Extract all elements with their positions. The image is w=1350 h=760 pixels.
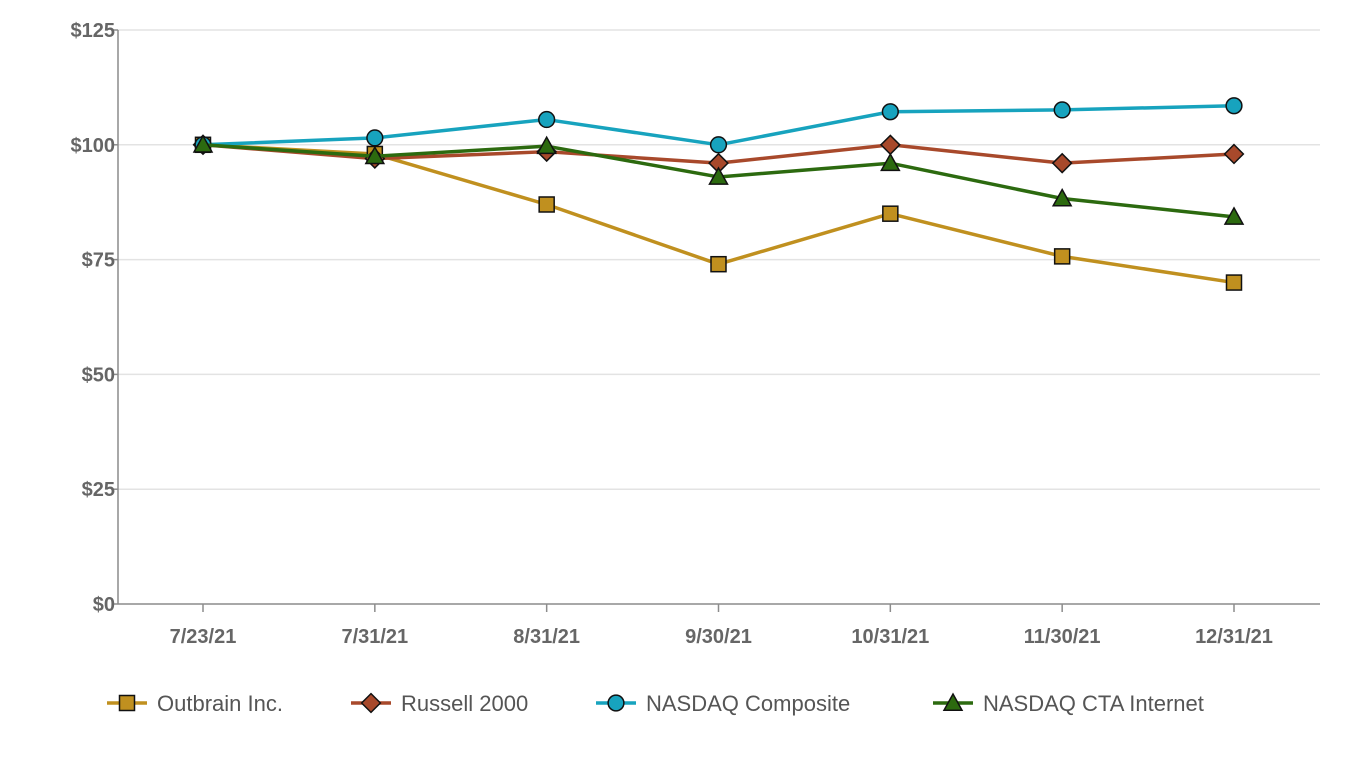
y-tick-label: $100 — [71, 135, 116, 157]
circle-marker — [607, 694, 625, 712]
triangle-marker — [708, 166, 729, 185]
x-tick-label: 10/31/21 — [851, 626, 929, 648]
x-tick-label: 7/23/21 — [170, 626, 237, 648]
circle-marker — [366, 129, 384, 147]
triangle-marker — [364, 145, 386, 165]
circle-marker — [538, 110, 556, 129]
y-tick-label: $125 — [71, 20, 116, 42]
series-3 — [192, 134, 1245, 225]
square-marker — [118, 694, 136, 712]
circle-marker — [881, 103, 899, 121]
y-tick-labels: $0 $25 $50 $75 $100 $125 — [71, 20, 118, 616]
triangle-marker — [536, 135, 557, 155]
legend-label: Outbrain Inc. — [157, 691, 283, 716]
circle-marker — [1225, 97, 1243, 115]
circle-marker — [1053, 101, 1071, 119]
x-tick-label: 7/31/21 — [341, 626, 408, 648]
legend-item: Russell 2000 — [351, 691, 528, 716]
y-tick-label: $50 — [82, 364, 115, 386]
legend-label: NASDAQ Composite — [646, 691, 850, 716]
square-marker — [1225, 274, 1243, 291]
legend-label: NASDAQ CTA Internet — [983, 691, 1204, 716]
triangle-marker — [1223, 206, 1245, 225]
diamond-marker — [879, 134, 901, 156]
x-tick-label: 12/31/21 — [1195, 626, 1273, 648]
triangle-marker — [1051, 187, 1073, 207]
y-tick-label: $25 — [82, 479, 115, 501]
y-tick-label: $0 — [93, 594, 115, 616]
square-marker — [882, 205, 899, 222]
circle-marker — [709, 136, 728, 154]
legend-item: NASDAQ Composite — [596, 691, 850, 716]
diamond-marker — [360, 692, 382, 714]
x-tick-label: 9/30/21 — [685, 626, 752, 648]
legend-item: NASDAQ CTA Internet — [933, 691, 1204, 716]
square-marker — [1053, 248, 1071, 265]
square-marker — [710, 255, 727, 273]
triangle-marker — [942, 692, 964, 711]
axes — [117, 30, 1320, 605]
square-marker — [538, 196, 555, 213]
legend: Outbrain Inc. Russell 2000 NASDAQ Composit… — [107, 691, 1204, 716]
legend-item: Outbrain Inc. — [107, 691, 283, 716]
legend-label: Russell 2000 — [401, 691, 528, 716]
series-group — [192, 97, 1245, 291]
diamond-marker — [1223, 143, 1245, 165]
triangle-marker — [192, 134, 214, 153]
x-tick-label: 11/30/21 — [1024, 626, 1101, 648]
diamond-marker — [1051, 152, 1073, 174]
y-tick-label: $75 — [82, 250, 115, 272]
triangle-marker — [880, 152, 901, 172]
x-tick-label: 8/31/21 — [513, 626, 580, 648]
x-tick-labels: 7/23/21 7/31/21 8/31/21 9/30/21 10/31/21 11/3… — [170, 604, 1273, 648]
